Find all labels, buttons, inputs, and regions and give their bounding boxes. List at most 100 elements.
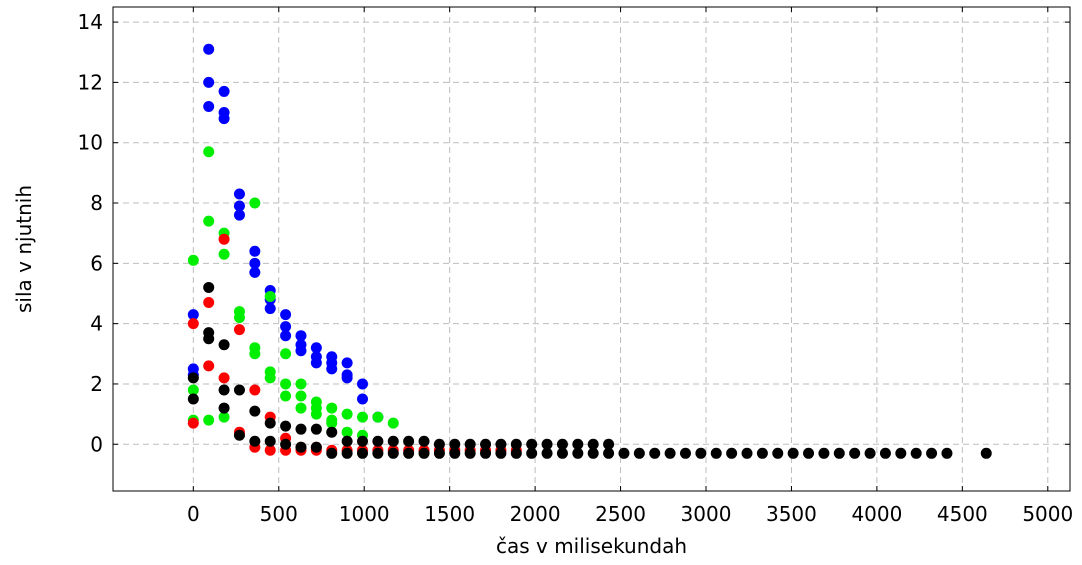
data-point — [218, 85, 230, 97]
series-3 — [187, 281, 992, 459]
data-point — [772, 447, 784, 459]
data-point — [187, 309, 199, 321]
data-point — [295, 390, 307, 402]
data-point — [295, 378, 307, 390]
data-point — [357, 378, 369, 390]
data-point — [879, 447, 891, 459]
data-point — [233, 209, 245, 221]
data-point — [326, 447, 338, 459]
data-point — [695, 447, 707, 459]
data-point — [480, 447, 492, 459]
data-point — [295, 345, 307, 357]
data-point — [495, 447, 507, 459]
x-axis-title: čas v milisekundah — [496, 534, 687, 558]
data-point — [203, 146, 215, 158]
y-axis-title: sila v njutnih — [12, 185, 36, 313]
data-point — [280, 348, 292, 360]
data-point — [249, 348, 261, 360]
plot-frame — [112, 6, 1071, 492]
data-point — [203, 215, 215, 227]
data-point — [295, 330, 307, 342]
data-point — [264, 444, 276, 456]
data-point — [218, 384, 230, 396]
data-point — [526, 447, 538, 459]
data-point — [341, 357, 353, 369]
data-point — [310, 342, 322, 354]
data-point — [233, 312, 245, 324]
data-point — [203, 281, 215, 293]
data-point — [203, 101, 215, 113]
x-tick-label: 3500 — [766, 502, 817, 526]
data-point — [556, 447, 568, 459]
data-point — [387, 417, 399, 429]
y-tick-label: 2 — [90, 372, 103, 396]
y-tick-label: 0 — [90, 432, 103, 456]
y-tick-label: 12 — [78, 70, 103, 94]
data-point — [218, 113, 230, 125]
data-point — [572, 438, 584, 450]
data-point — [280, 321, 292, 333]
data-point — [833, 447, 845, 459]
data-point — [280, 309, 292, 321]
y-tick-label: 4 — [90, 312, 103, 336]
data-point — [526, 438, 538, 450]
data-point — [926, 447, 938, 459]
data-point — [910, 447, 922, 459]
data-point — [218, 233, 230, 245]
data-point — [372, 447, 384, 459]
data-point — [218, 402, 230, 414]
data-point — [264, 290, 276, 302]
y-tick-label: 8 — [90, 191, 103, 215]
data-point — [464, 447, 476, 459]
data-point — [603, 447, 615, 459]
data-point — [249, 384, 261, 396]
data-point — [633, 447, 645, 459]
data-points — [187, 43, 992, 459]
data-point — [495, 438, 507, 450]
data-point — [449, 447, 461, 459]
data-point — [280, 378, 292, 390]
data-point — [403, 447, 415, 459]
data-point — [310, 357, 322, 369]
data-point — [403, 435, 415, 447]
x-tick-label: 1500 — [424, 502, 475, 526]
data-point — [203, 333, 215, 345]
data-point — [310, 441, 322, 453]
data-point — [387, 447, 399, 459]
data-point — [280, 330, 292, 342]
data-point — [649, 447, 661, 459]
data-point — [756, 447, 768, 459]
data-point — [295, 441, 307, 453]
data-point — [372, 411, 384, 423]
data-point — [233, 324, 245, 336]
data-point — [849, 447, 861, 459]
data-point — [603, 438, 615, 450]
data-point — [449, 438, 461, 450]
data-point — [264, 303, 276, 315]
data-point — [218, 411, 230, 423]
data-point — [233, 384, 245, 396]
axis-ticks: 0 500 1000 1500 2000 2500 3000 3500 4000 4500 5000… — [78, 7, 1073, 526]
data-point — [895, 447, 907, 459]
x-tick-label: 2500 — [595, 502, 646, 526]
data-point — [280, 438, 292, 450]
data-point — [741, 447, 753, 459]
data-point — [664, 447, 676, 459]
data-point — [587, 438, 599, 450]
data-point — [187, 417, 199, 429]
data-point — [295, 402, 307, 414]
data-point — [187, 384, 199, 396]
data-point — [341, 426, 353, 438]
grid — [113, 7, 1070, 491]
data-point — [203, 297, 215, 309]
data-point — [310, 408, 322, 420]
data-point — [541, 447, 553, 459]
data-point — [264, 435, 276, 447]
data-point — [510, 447, 522, 459]
data-point — [341, 435, 353, 447]
data-point — [357, 447, 369, 459]
data-point — [233, 188, 245, 200]
data-point — [864, 447, 876, 459]
y-tick-label: 14 — [78, 10, 103, 34]
